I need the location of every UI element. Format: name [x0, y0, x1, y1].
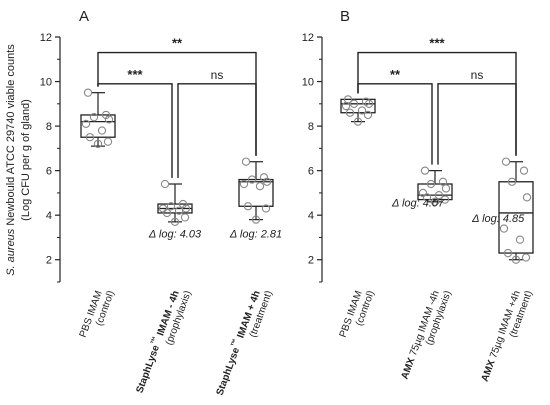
y-tick-label: 8 [308, 121, 314, 133]
data-point [103, 137, 113, 146]
data-point [357, 106, 367, 115]
data-point [243, 202, 253, 211]
data-point [241, 157, 251, 166]
box-iqr [238, 178, 274, 207]
data-point [180, 213, 190, 222]
data-point [239, 179, 249, 189]
delta-log-annotation: Δ log: 4.03 [148, 228, 202, 240]
data-point [247, 175, 257, 184]
box-3 [498, 157, 534, 264]
data-point [251, 215, 261, 224]
y-tick-label: 10 [302, 77, 314, 89]
data-point [255, 182, 265, 191]
significance-label: ns [471, 68, 484, 82]
data-point [349, 99, 359, 108]
data-point [261, 204, 271, 213]
panel-letter: B [340, 8, 350, 25]
data-point [353, 117, 363, 126]
data-point [511, 255, 521, 264]
significance-label: *** [127, 67, 143, 82]
significance-bracket [357, 83, 433, 165]
significance-bracket [177, 83, 257, 178]
data-point [438, 177, 448, 186]
data-point [521, 253, 531, 262]
data-point [89, 113, 99, 122]
x-tick-label: StaphLyse™ IMAM + 4h [212, 288, 263, 397]
data-point [262, 177, 272, 186]
panel-a: A 2 4 6 8 10 12 S. aureus Newbould ATCC 29740 v… [5, 8, 282, 397]
y-tick-label: 12 [40, 32, 52, 44]
data-point [162, 208, 172, 218]
data-point [501, 157, 511, 166]
y-axis-label: S. aureus Newbould ATCC 29740 viable cou… [5, 44, 17, 276]
significance-label: ** [172, 36, 183, 51]
data-point [174, 206, 184, 215]
data-point [83, 88, 93, 97]
data-point [426, 179, 436, 189]
data-point [93, 139, 103, 149]
delta-log-annotation: Δ log: 4.07 [391, 197, 445, 209]
box-1 [340, 95, 376, 126]
data-point [81, 119, 91, 129]
data-point [97, 126, 107, 135]
y-tick-label: 6 [46, 166, 52, 178]
box-iqr [498, 181, 534, 254]
significance-bracket [97, 83, 173, 178]
data-point [430, 197, 440, 206]
data-point [160, 179, 170, 189]
panel-letter: A [79, 8, 89, 25]
data-point [434, 190, 444, 200]
data-point [507, 177, 517, 186]
data-point [420, 166, 430, 175]
data-point [166, 202, 176, 211]
y-tick-label: 4 [308, 210, 314, 222]
data-point [441, 184, 451, 193]
data-point [363, 110, 373, 120]
significance-bracket [357, 51, 517, 156]
significance-bracket [437, 83, 517, 165]
data-point [440, 195, 450, 204]
significance-label: ns [211, 68, 224, 82]
data-point [499, 224, 509, 233]
box-3 [238, 157, 274, 224]
data-point [515, 235, 525, 244]
data-point [364, 99, 374, 108]
y-tick-label: 2 [308, 255, 314, 267]
y-tick-label: 10 [40, 77, 52, 89]
y-tick-label: 6 [308, 166, 314, 178]
data-point [503, 248, 513, 258]
data-point [519, 166, 529, 175]
box-1 [80, 88, 116, 149]
significance-label: *** [429, 36, 445, 51]
data-point [170, 217, 180, 227]
y-axis-label-line2: (Log CFU per g of gland) [20, 99, 32, 221]
significance-bracket [97, 51, 257, 156]
data-point [345, 108, 355, 117]
y-tick-label: 8 [46, 121, 52, 133]
y-tick-label: 12 [302, 32, 314, 44]
data-point [104, 115, 114, 124]
data-point [341, 101, 351, 111]
delta-log-annotation: Δ log: 2.81 [229, 228, 282, 240]
y-tick-label: 4 [46, 210, 52, 222]
box-2 [417, 166, 453, 206]
delta-log-annotation: Δ log: 4.85 [471, 213, 525, 225]
data-point [85, 133, 95, 142]
significance-label: ** [390, 67, 401, 82]
box-2 [157, 179, 193, 227]
data-point [422, 193, 432, 202]
y-tick-label: 2 [46, 255, 52, 267]
box-iqr [80, 114, 116, 138]
data-point [522, 193, 532, 202]
